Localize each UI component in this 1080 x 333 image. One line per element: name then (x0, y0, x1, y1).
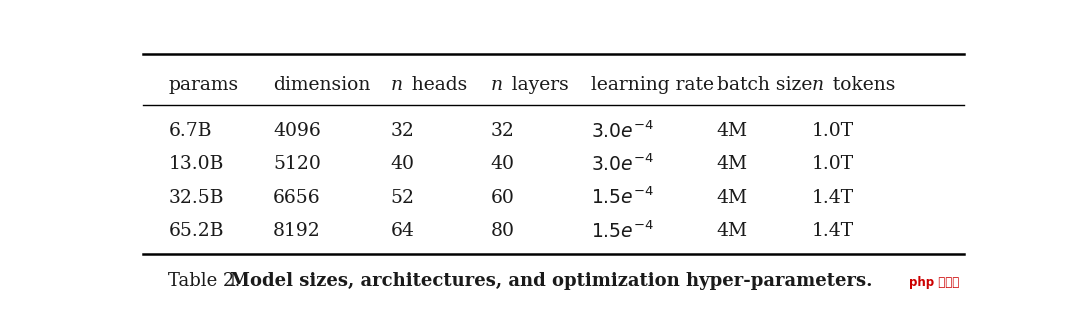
Text: 5120: 5120 (273, 155, 321, 173)
Text: n: n (811, 76, 823, 94)
Text: batch size: batch size (717, 76, 812, 94)
Text: $3.0e^{-4}$: $3.0e^{-4}$ (591, 120, 654, 142)
Text: n: n (390, 76, 403, 94)
Text: 32: 32 (390, 122, 414, 140)
Text: 1.0T: 1.0T (811, 122, 853, 140)
Text: 6.7B: 6.7B (168, 122, 212, 140)
Text: 1.0T: 1.0T (811, 155, 853, 173)
Text: 4M: 4M (717, 122, 747, 140)
Text: tokens: tokens (828, 76, 895, 94)
Text: params: params (168, 76, 239, 94)
Text: 4M: 4M (717, 189, 747, 207)
Text: 1.4T: 1.4T (811, 222, 853, 240)
Text: Model sizes, architectures, and optimization hyper-parameters.: Model sizes, architectures, and optimiza… (230, 272, 872, 290)
Text: 32: 32 (490, 122, 514, 140)
Text: 40: 40 (390, 155, 415, 173)
Text: learning rate: learning rate (591, 76, 714, 94)
Text: 32.5B: 32.5B (168, 189, 224, 207)
Text: 6656: 6656 (273, 189, 321, 207)
Text: Table 2:: Table 2: (168, 272, 246, 290)
Text: n: n (490, 76, 503, 94)
Text: 13.0B: 13.0B (168, 155, 224, 173)
Text: $1.5e^{-4}$: $1.5e^{-4}$ (591, 220, 654, 242)
Text: $3.0e^{-4}$: $3.0e^{-4}$ (591, 154, 654, 175)
Text: 8192: 8192 (273, 222, 321, 240)
Text: heads: heads (408, 76, 468, 94)
Text: 40: 40 (490, 155, 515, 173)
Text: layers: layers (509, 76, 569, 94)
Text: 65.2B: 65.2B (168, 222, 224, 240)
Text: 4096: 4096 (273, 122, 321, 140)
Text: 80: 80 (490, 222, 515, 240)
Text: dimension: dimension (273, 76, 370, 94)
Text: 4M: 4M (717, 155, 747, 173)
Text: 64: 64 (390, 222, 414, 240)
Text: php 中文网: php 中文网 (909, 276, 959, 289)
Text: 52: 52 (390, 189, 415, 207)
Text: $1.5e^{-4}$: $1.5e^{-4}$ (591, 187, 654, 208)
Text: 1.4T: 1.4T (811, 189, 853, 207)
Text: 60: 60 (490, 189, 514, 207)
Text: 4M: 4M (717, 222, 747, 240)
